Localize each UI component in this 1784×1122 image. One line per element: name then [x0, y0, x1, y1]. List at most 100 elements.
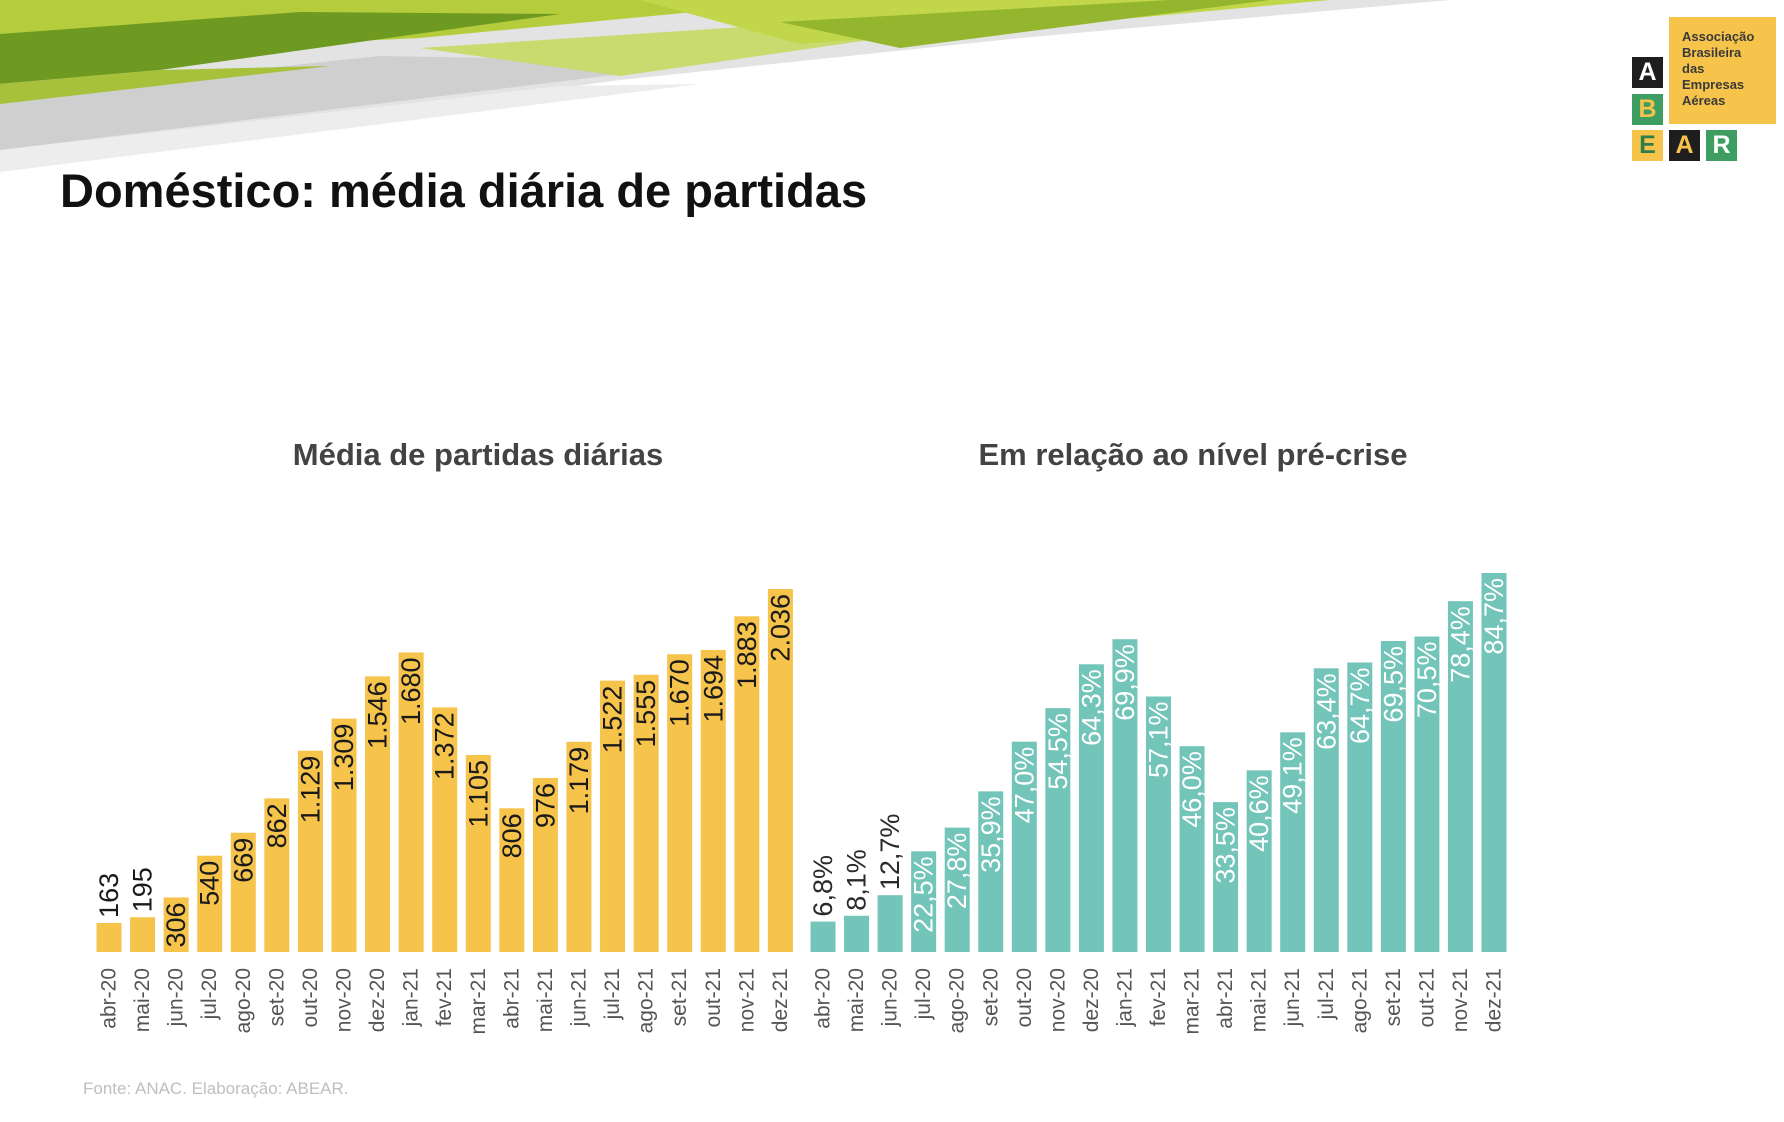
x-tick-label-mai-20: mai-20: [131, 968, 154, 1032]
data-label-mai-21: 40,6%: [1244, 775, 1274, 852]
x-tick-label-nov-21: nov-21: [735, 968, 758, 1032]
bar-mai-21: [1246, 770, 1272, 952]
bar-jul-20: [911, 851, 937, 952]
x-tick-label-set-20: set-20: [979, 968, 1002, 1026]
bar-jun-21: [1280, 732, 1306, 952]
data-label-out-21: 1.694: [698, 655, 728, 723]
bar-mai-21: [532, 777, 558, 952]
data-label-dez-21: 84,7%: [1479, 578, 1509, 655]
data-label-fev-21: 1.372: [430, 712, 460, 780]
bar-jul-20: [197, 855, 223, 952]
bar-dez-21: [767, 589, 793, 952]
data-label-fev-21: 57,1%: [1144, 701, 1174, 778]
bar-jul-21: [600, 680, 626, 952]
bar-dez-21: [1481, 573, 1507, 952]
data-label-nov-21: 1.883: [732, 621, 762, 689]
bar-abr-20: [96, 922, 122, 952]
logo-name-line: Aéreas: [1682, 93, 1726, 108]
data-label-mai-20: 195: [128, 867, 158, 912]
logo-square: Associação Brasileira das Empresas Aérea…: [1669, 17, 1776, 124]
bar-jun-21: [566, 741, 592, 952]
x-tick-label-out-21: out-21: [702, 968, 725, 1028]
x-tick-label-set-21: set-21: [668, 968, 691, 1026]
x-tick-label-nov-20: nov-20: [1046, 968, 1069, 1032]
data-label-set-21: 1.670: [665, 659, 695, 727]
logo-name-line: Empresas: [1682, 77, 1745, 92]
x-tick-label-jul-21: jul-21: [1315, 968, 1338, 1020]
chart-pre-crisis-level: 6,8% abr-20 8,1% mai-20 12,7% jun-20 22,5% jul-…: [808, 573, 1509, 1035]
x-tick-label-jun-20: jun-20: [165, 968, 188, 1027]
slide-title: Doméstico: média diária de partidas: [60, 164, 868, 217]
data-label-dez-20: 64,3%: [1076, 669, 1106, 746]
data-label-out-20: 1.129: [295, 756, 325, 824]
x-tick-label-mar-21: mar-21: [467, 968, 490, 1035]
x-tick-label-out-21: out-21: [1415, 968, 1438, 1028]
bar-jun-20: [163, 897, 189, 952]
x-tick-label-ago-20: ago-20: [946, 968, 969, 1033]
bar-ago-21: [1347, 662, 1373, 952]
data-label-dez-20: 1.546: [363, 681, 393, 749]
x-tick-label-mar-21: mar-21: [1181, 968, 1204, 1035]
x-tick-label-set-21: set-21: [1382, 968, 1405, 1026]
decor-stripe: [0, 66, 330, 104]
logo-name: Associação Brasileira das Empresas Aérea…: [1682, 29, 1754, 109]
data-label-abr-20: 163: [94, 873, 124, 918]
data-label-nov-20: 1.309: [329, 724, 359, 792]
x-tick-label-jan-21: jan-21: [1113, 968, 1136, 1027]
bar-jan-21: [398, 652, 424, 952]
bar-abr-20: [810, 921, 836, 952]
x-tick-label-out-20: out-20: [299, 968, 322, 1028]
bar-mar-21: [465, 754, 491, 952]
x-tick-label-jun-21: jun-21: [1281, 968, 1304, 1027]
bar-fev-21: [1146, 696, 1171, 952]
bar-set-20: [264, 798, 290, 952]
bar-mai-20: [844, 915, 870, 952]
data-label-dez-21: 2.036: [765, 594, 795, 662]
data-label-set-20: 862: [262, 803, 292, 848]
bar-jul-21: [1313, 668, 1339, 952]
data-label-out-21: 70,5%: [1412, 642, 1442, 719]
x-tick-label-fev-21: fev-21: [1147, 968, 1170, 1026]
bar-abr-21: [499, 808, 525, 952]
x-tick-label-abr-21: abr-21: [1214, 968, 1237, 1029]
x-tick-label-abr-20: abr-20: [98, 968, 121, 1029]
bar-out-20: [297, 750, 323, 952]
data-label-jul-20: 540: [195, 861, 225, 906]
logo-letter-a: A: [1632, 57, 1663, 88]
x-tick-label-jun-21: jun-21: [567, 968, 590, 1027]
bar-nov-21: [734, 616, 760, 952]
bar-mai-20: [130, 917, 156, 952]
data-label-jan-21: 1.680: [396, 657, 426, 725]
data-label-jul-21: 1.522: [598, 686, 628, 754]
chart-daily-departures: 163 abr-20 195 mai-20 306 jun-20 540 jul-20 669 a…: [94, 589, 795, 1035]
bar-jan-21: [1112, 639, 1138, 952]
x-tick-label-dez-21: dez-21: [1483, 968, 1506, 1032]
data-label-abr-20: 6,8%: [808, 855, 838, 917]
bar-set-21: [667, 654, 693, 952]
logo-letter-b: B: [1632, 94, 1663, 125]
logo-name-line: Associação: [1682, 29, 1755, 44]
x-tick-label-dez-20: dez-20: [366, 968, 389, 1032]
bar-set-20: [978, 791, 1004, 952]
bar-fev-21: [432, 707, 458, 952]
bar-out-21: [700, 649, 726, 952]
x-tick-label-ago-21: ago-21: [635, 968, 658, 1033]
source-note: Fonte: ANAC. Elaboração: ABEAR.: [83, 1079, 349, 1098]
x-tick-label-jul-20: jul-20: [198, 968, 221, 1020]
decor-stripe: [0, 84, 700, 172]
x-tick-label-dez-20: dez-20: [1080, 968, 1103, 1032]
bar-nov-20: [1045, 708, 1071, 952]
data-label-jul-21: 63,4%: [1311, 673, 1341, 750]
logo-letter-e: E: [1632, 130, 1663, 161]
x-tick-label-ago-20: ago-20: [232, 968, 255, 1033]
logo-letter-r: R: [1706, 130, 1737, 161]
data-label-abr-21: 33,5%: [1211, 807, 1241, 884]
x-tick-label-jan-21: jan-21: [400, 968, 423, 1027]
data-label-nov-21: 78,4%: [1445, 606, 1475, 683]
x-tick-label-abr-21: abr-21: [500, 968, 523, 1029]
bar-out-20: [1011, 741, 1037, 952]
data-label-jul-20: 22,5%: [909, 856, 939, 933]
logo-letter-a-second: A: [1669, 130, 1700, 161]
decor-stripe: [0, 12, 560, 84]
